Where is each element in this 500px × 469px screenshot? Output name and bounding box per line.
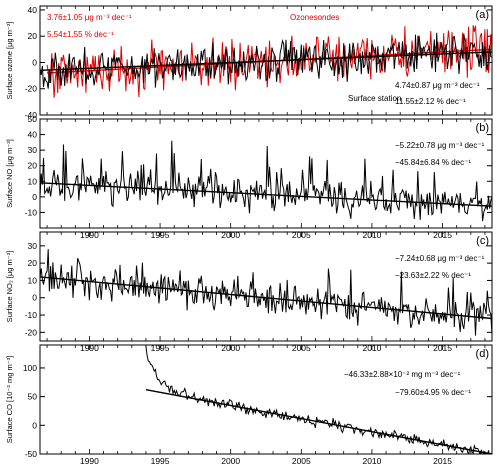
trend-line-2 [40,51,492,72]
series-line-1 [145,345,492,454]
series-line-2 [40,32,492,89]
panel-label: (c) [476,235,489,247]
y-tick-label: -40 [25,110,38,120]
annotation-1: −46.33±2.88×10⁻² mg m⁻³ dec⁻¹ [344,370,461,379]
y-tick-label: 30 [28,145,38,155]
y-tick-label: -10 [25,310,38,320]
annotation-2: −79.60±4.95 % dec⁻¹ [395,388,471,397]
plot-frame [39,5,493,116]
trend-line-1 [40,276,492,320]
x-tick-label: 2010 [362,456,381,466]
y-axis-label: Surface CO [10⁻² mg m⁻³] [5,356,14,444]
panel-label: (a) [476,9,489,21]
plot-frame [39,118,493,229]
panel-label: (b) [476,122,489,134]
plot-frame [39,344,493,455]
y-tick-label: -20 [25,84,38,94]
plot-area [40,249,492,336]
y-axis-label: Surface ozone [μg m⁻³] [5,22,14,100]
annotation-1: 3.76±1.05 μg m⁻³ dec⁻¹ [47,13,132,22]
plot-area [40,140,492,222]
x-tick-label: 2000 [221,456,240,466]
y-tick-label: 20 [28,31,38,41]
y-tick-label: -20 [25,327,38,337]
plot-area [40,25,492,98]
y-tick-label: 0 [32,57,37,67]
y-tick-label: 50 [28,114,38,124]
annotation-4: 4.74±0.87 μg m⁻³ dec⁻¹ [395,81,480,90]
y-tick-label: 20 [28,258,38,268]
y-tick-label: 40 [28,5,38,15]
y-tick-label: 10 [28,275,38,285]
trend-line-1 [145,389,492,454]
annotation-5: Surface station [348,94,401,103]
y-tick-label: 30 [28,241,38,251]
series-line-1 [40,249,492,336]
plot-area [145,345,492,454]
y-tick-label: 0 [32,192,37,202]
panel-label: (d) [476,348,489,360]
x-tick-label: 2015 [433,456,452,466]
y-tick-label: 40 [28,130,38,140]
trend-line-1 [40,182,492,207]
x-tick-label: 1990 [80,456,99,466]
x-tick-label: 1995 [151,456,170,466]
annotation-2: 5.54±1.55 % dec⁻¹ [47,30,114,39]
y-tick-label: 0 [32,293,37,303]
y-tick-label: 50 [28,392,38,402]
panel-4: -50 0 50 100 1990 1995 2000 2005 2010 2015 Surface… [5,344,493,466]
y-axis-label: Surface NO [μg m⁻³] [5,139,14,208]
y-tick-label: -10 [25,207,38,217]
x-tick-label: 2005 [292,456,311,466]
panel-1: -40 -20 0 20 40 Surface ozone [μg m⁻³] (a) 3.76… [5,5,493,120]
y-tick-label: 10 [28,176,38,186]
plot-frame [39,231,493,342]
series-line-1 [46,25,492,98]
y-tick-label: 20 [28,161,38,171]
annotation-2: −23.63±2.22 % dec⁻¹ [395,271,471,280]
annotation-1: −5.22±0.78 μg m⁻³ dec⁻¹ [395,141,485,150]
series-line-1 [40,140,492,222]
annotation-1: −7.24±0.68 μg m⁻³ dec⁻¹ [395,254,485,263]
y-tick-label: -50 [25,449,38,459]
y-tick-label: 0 [32,420,37,430]
annotation-6: 11.55±2.12 % dec⁻¹ [395,97,466,106]
annotation-3: Ozonesondes [290,13,339,22]
annotation-2: −45.84±6.84 % dec⁻¹ [395,158,471,167]
y-axis-label: Surface NO₂ [μg m⁻³] [5,251,14,323]
y-tick-label: 100 [23,363,37,373]
